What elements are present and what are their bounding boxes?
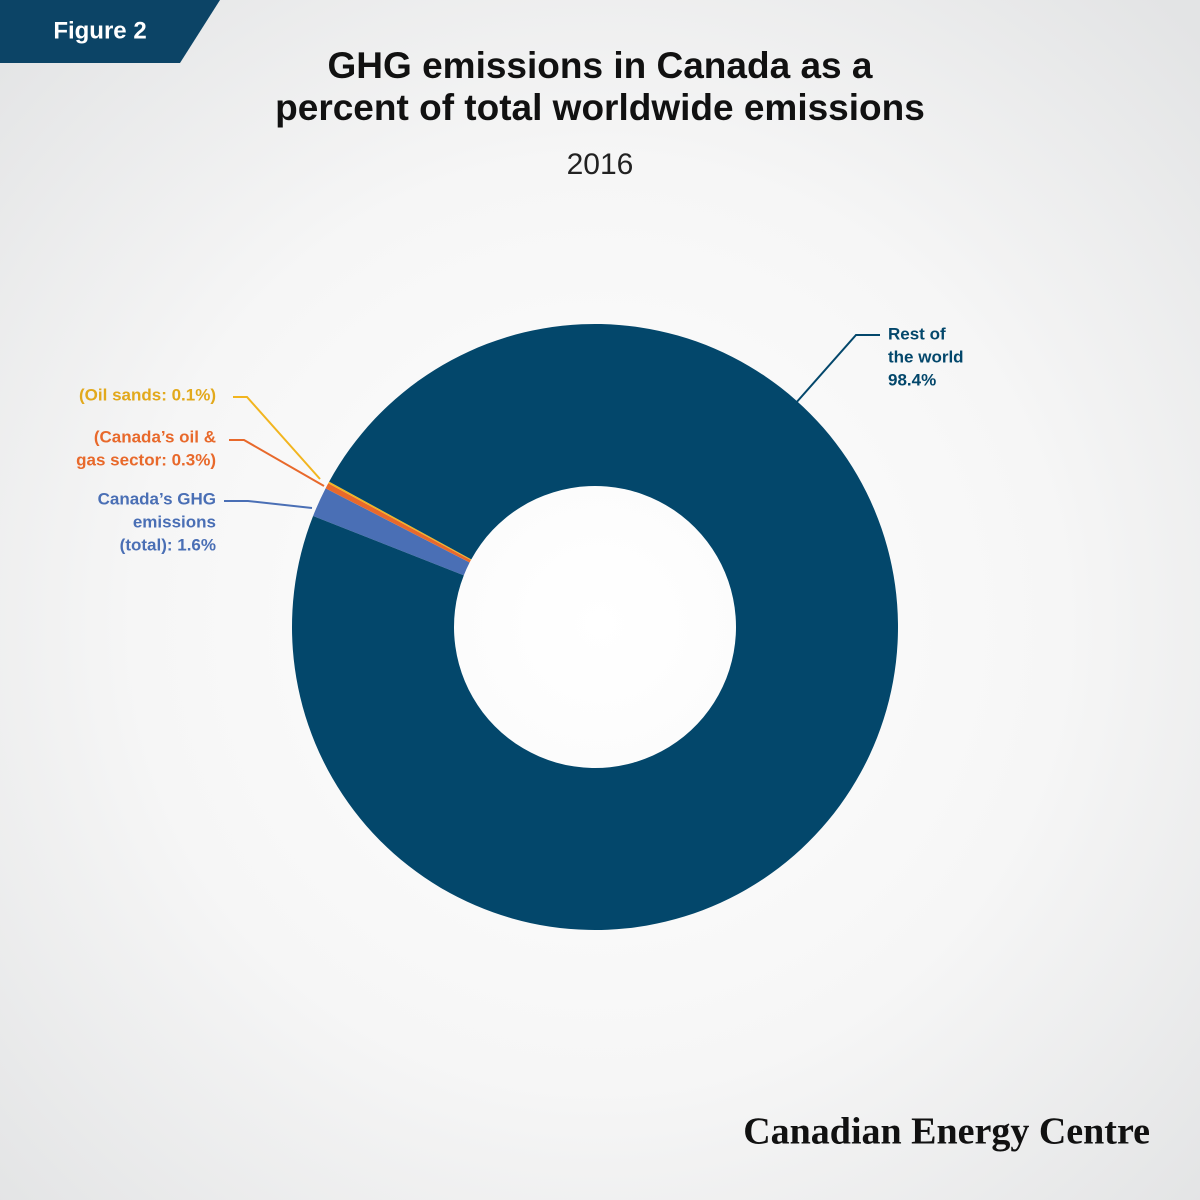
donut-slice <box>291 324 899 930</box>
leader-line <box>229 439 325 487</box>
figure-tag <box>0 0 220 63</box>
chart-subtitle: 2016 <box>567 148 634 181</box>
leader-line <box>233 396 321 480</box>
data-label: (Oil sands: 0.1%) <box>79 385 216 404</box>
chart-title: percent of total worldwide emissions <box>275 87 925 128</box>
data-label: emissions <box>133 512 216 531</box>
data-label: 98.4% <box>888 370 936 389</box>
donut-slice <box>313 488 470 576</box>
leader-line <box>794 334 880 405</box>
figure-label: Figure 2 <box>53 17 146 44</box>
chart-title: GHG emissions in Canada as a <box>328 45 873 86</box>
data-label: (Canada’s oil & <box>94 427 216 446</box>
leader-line <box>224 500 313 509</box>
data-label: the world <box>888 347 964 366</box>
data-label: (total): 1.6% <box>120 535 216 554</box>
data-label: gas sector: 0.3%) <box>76 450 216 469</box>
donut-slice <box>328 481 472 561</box>
data-label: Canada’s GHG <box>98 489 216 508</box>
donut-slice <box>325 483 471 563</box>
footer: Canadian Energy Centre <box>743 1111 1150 1153</box>
data-label: Rest of <box>888 324 946 343</box>
